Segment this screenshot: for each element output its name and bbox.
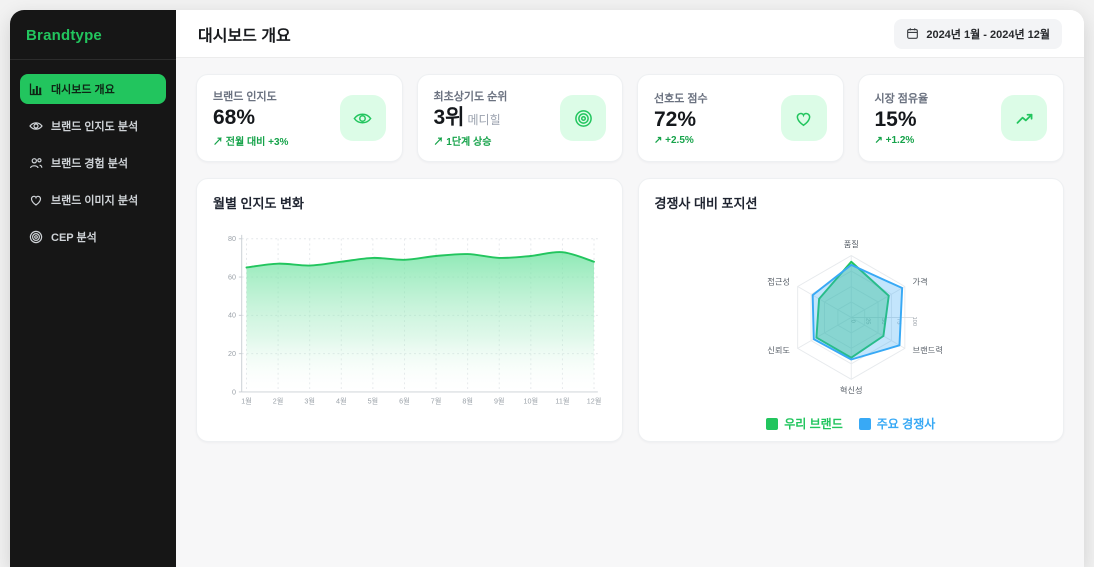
svg-text:50: 50 bbox=[880, 318, 886, 324]
svg-text:60: 60 bbox=[228, 274, 236, 282]
svg-text:100: 100 bbox=[911, 317, 917, 327]
kpi-card-top-of-mind-rank: 최초상기도 순위 3위 메디힐 ↗ 1단계 상승 bbox=[416, 74, 623, 163]
page-title: 대시보드 개요 bbox=[198, 27, 291, 45]
heart-icon bbox=[796, 112, 811, 126]
sidebar-item-label: 대시보드 개요 bbox=[51, 84, 115, 96]
svg-text:품질: 품질 bbox=[843, 239, 858, 249]
kpi-value: 68% bbox=[213, 106, 256, 129]
kpi-delta: ↗ +1.2% bbox=[874, 135, 915, 147]
svg-text:40: 40 bbox=[228, 312, 236, 320]
radar-legend: 우리 브랜드 주요 경쟁사 bbox=[655, 415, 1048, 432]
brand-logo: Brandtype bbox=[26, 27, 102, 44]
svg-text:2월: 2월 bbox=[273, 397, 284, 406]
svg-text:10월: 10월 bbox=[524, 397, 539, 406]
target-icon bbox=[574, 109, 592, 127]
legend-item-our-brand: 우리 브랜드 bbox=[766, 415, 843, 432]
svg-text:브랜드력: 브랜드력 bbox=[912, 345, 942, 355]
kpi-card-brand-awareness: 브랜드 인지도 68% ↗ 전월 대비 +3% bbox=[196, 74, 403, 163]
chart-title: 월별 인지도 변화 bbox=[213, 196, 304, 212]
monthly-awareness-area-chart: 0 20 40 60 80 1월 2월 3월 4월 5월 6월 7월 8월 9월 10월 11월 12월 bbox=[228, 235, 602, 406]
svg-text:11월: 11월 bbox=[555, 397, 569, 406]
bar-chart-icon bbox=[29, 83, 42, 96]
sidebar-item-brand-experience[interactable]: 브랜드 경험 분석 bbox=[20, 148, 166, 178]
sidebar-item-label: 브랜드 이미지 분석 bbox=[51, 195, 139, 207]
kpi-value: 3위 메디힐 bbox=[433, 106, 501, 129]
svg-text:25: 25 bbox=[864, 318, 870, 324]
legend-label: 우리 브랜드 bbox=[784, 417, 843, 432]
kpi-value-suffix: 메디힐 bbox=[467, 113, 501, 127]
logo-wrap: Brandtype bbox=[10, 10, 176, 60]
svg-text:혁신성: 혁신성 bbox=[839, 386, 862, 395]
eye-icon bbox=[29, 122, 43, 130]
sidebar: Brandtype 대시보드 개요 브랜드 인지도 분석 bbox=[10, 10, 176, 567]
calendar-icon bbox=[907, 28, 919, 39]
kpi-delta: ↗ 1단계 상승 bbox=[433, 137, 492, 149]
date-range-label: 2024년 1월 - 2024년 12월 bbox=[926, 28, 1050, 41]
kpi-card-market-share: 시장 점유율 15% ↗ +1.2% bbox=[857, 74, 1064, 163]
svg-text:5월: 5월 bbox=[368, 397, 379, 406]
svg-text:80: 80 bbox=[228, 235, 236, 243]
legend-swatch-competitor bbox=[858, 417, 871, 430]
kpi-card-preference-score: 선호도 점수 72% ↗ +2.5% bbox=[637, 74, 844, 163]
sidebar-item-cep-analysis[interactable]: CEP 분석 bbox=[20, 222, 166, 252]
sidebar-item-dashboard-overview[interactable]: 대시보드 개요 bbox=[20, 74, 166, 104]
svg-text:가격: 가격 bbox=[912, 277, 927, 287]
kpi-icon-tile bbox=[560, 95, 606, 142]
heart-icon bbox=[30, 195, 42, 206]
svg-text:0: 0 bbox=[232, 388, 236, 396]
legend-label: 주요 경쟁사 bbox=[876, 417, 936, 432]
date-range-button[interactable]: 2024년 1월 - 2024년 12월 bbox=[894, 18, 1062, 49]
sidebar-nav: 대시보드 개요 브랜드 인지도 분석 브랜드 경험 분석 bbox=[10, 60, 176, 266]
legend-item-competitor: 주요 경쟁사 bbox=[858, 415, 936, 432]
svg-text:1월: 1월 bbox=[241, 397, 252, 406]
kpi-delta: ↗ +2.5% bbox=[654, 135, 694, 147]
svg-text:신뢰도: 신뢰도 bbox=[767, 346, 790, 355]
svg-text:12월: 12월 bbox=[587, 397, 602, 406]
kpi-delta: ↗ 전월 대비 +3% bbox=[213, 137, 289, 149]
kpi-label: 최초상기도 순위 bbox=[433, 91, 508, 103]
svg-text:20: 20 bbox=[228, 350, 236, 358]
kpi-icon-tile bbox=[1001, 95, 1047, 142]
kpi-value: 15% bbox=[874, 108, 917, 131]
svg-text:7월: 7월 bbox=[431, 397, 442, 406]
users-icon bbox=[30, 158, 43, 169]
sidebar-item-label: 브랜드 인지도 분석 bbox=[51, 121, 139, 133]
target-icon bbox=[29, 230, 43, 244]
svg-text:4월: 4월 bbox=[336, 397, 347, 406]
svg-text:접근성: 접근성 bbox=[767, 277, 790, 287]
svg-text:6월: 6월 bbox=[399, 397, 410, 406]
kpi-value: 72% bbox=[654, 108, 697, 131]
content: 브랜드 인지도 68% ↗ 전월 대비 +3% 최초상기도 순위 3위 메디힐 bbox=[176, 58, 1084, 567]
sidebar-item-label: CEP 분석 bbox=[51, 232, 97, 244]
kpi-icon-tile bbox=[780, 95, 827, 142]
sidebar-item-brand-awareness[interactable]: 브랜드 인지도 분석 bbox=[20, 111, 166, 141]
svg-text:8월: 8월 bbox=[462, 397, 473, 406]
main-area: 대시보드 개요 2024년 1월 - 2024년 12월 브랜드 인지도 68% bbox=[176, 10, 1084, 567]
eye-icon bbox=[353, 113, 372, 124]
sidebar-item-label: 브랜드 경험 분석 bbox=[51, 158, 128, 170]
kpi-label: 브랜드 인지도 bbox=[213, 91, 277, 103]
sidebar-item-brand-image[interactable]: 브랜드 이미지 분석 bbox=[20, 185, 166, 215]
kpi-label: 선호도 점수 bbox=[654, 93, 708, 105]
monthly-awareness-chart-card: 월별 인지도 변화 0 20 40 60 80 1월 2월 3월 4월 5월 6월 7월 8월 9월 10월… bbox=[196, 178, 623, 443]
svg-text:3월: 3월 bbox=[304, 397, 315, 406]
trending-up-icon bbox=[1016, 113, 1032, 124]
kpi-icon-tile bbox=[339, 95, 386, 142]
svg-text:75: 75 bbox=[895, 318, 901, 324]
svg-text:0: 0 bbox=[849, 320, 855, 323]
kpi-row: 브랜드 인지도 68% ↗ 전월 대비 +3% 최초상기도 순위 3위 메디힐 bbox=[196, 74, 1064, 163]
chart-title: 경쟁사 대비 포지션 bbox=[654, 196, 758, 212]
svg-text:9월: 9월 bbox=[494, 397, 505, 406]
charts-row: 월별 인지도 변화 0 20 40 60 80 1월 2월 3월 4월 5월 6월 7월 8월 9월 10월… bbox=[196, 178, 1064, 443]
legend-swatch-our-brand bbox=[766, 417, 779, 430]
app-window: Brandtype 대시보드 개요 브랜드 인지도 분석 bbox=[10, 10, 1084, 567]
top-bar: 대시보드 개요 2024년 1월 - 2024년 12월 bbox=[176, 10, 1084, 58]
kpi-label: 시장 점유율 bbox=[874, 93, 929, 105]
